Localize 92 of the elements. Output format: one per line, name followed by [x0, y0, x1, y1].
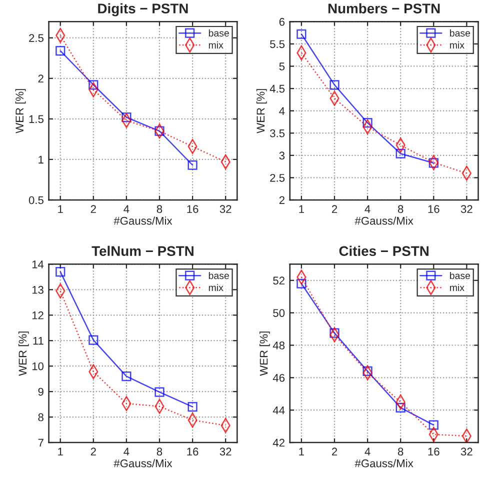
legend-label: mix — [208, 41, 224, 48]
x-axis-title: #Gauss/Mix — [114, 216, 172, 225]
y-tick-label: 9 — [38, 388, 44, 396]
y-tick-label: 3 — [279, 152, 285, 160]
x-tick-label: 16 — [428, 205, 440, 214]
legend-label: base — [208, 29, 229, 37]
x-tick-label: 4 — [124, 448, 130, 456]
x-tick-label: 16 — [187, 448, 198, 456]
y-axis-title: WER [%] — [18, 332, 29, 376]
legend-label: mix — [208, 284, 224, 291]
point — [122, 371, 132, 382]
legend-label: mix — [450, 41, 464, 48]
y-tick-label: 12 — [32, 311, 44, 320]
x-tick-label: 16 — [187, 205, 198, 214]
y-axis-title: WER [%] — [256, 89, 267, 134]
x-tick-label: 8 — [156, 205, 162, 214]
point — [154, 126, 164, 136]
chart-title: Cities − PSTN — [339, 246, 428, 256]
y-tick-label: 4.5 — [270, 84, 285, 93]
point — [330, 328, 340, 338]
y-tick-label: 5 — [279, 62, 285, 70]
y-tick-label: 2 — [38, 74, 44, 82]
point — [428, 420, 438, 430]
point — [330, 80, 340, 90]
y-axis-title: WER [%] — [15, 89, 26, 134]
y-tick-label: 0.5 — [28, 196, 44, 204]
y-tick-label: 44 — [272, 406, 285, 414]
y-tick-label: 3.5 — [270, 129, 285, 138]
x-axis-title: #Gauss/Mix — [354, 216, 414, 225]
y-tick-label: 2.5 — [29, 34, 44, 42]
chart-title: Numbers − PSTN — [328, 3, 440, 14]
x-tick-label: 8 — [156, 448, 162, 456]
y-tick-label: 6 — [279, 18, 285, 26]
x-tick-label: 32 — [460, 205, 472, 214]
point — [154, 387, 164, 397]
x-tick-label: 1 — [299, 205, 304, 213]
y-tick-label: 11 — [33, 336, 44, 345]
legend-label: base — [450, 29, 470, 37]
point — [296, 29, 306, 39]
legend-label: base — [450, 272, 470, 280]
x-tick-label: 8 — [398, 205, 404, 214]
x-tick-label: 32 — [460, 448, 472, 456]
y-tick-label: 13 — [32, 286, 44, 294]
y-tick-label: 48 — [272, 342, 285, 350]
x-tick-label: 2 — [90, 448, 96, 456]
x-tick-label: 4 — [364, 205, 370, 213]
point — [56, 46, 66, 56]
y-tick-label: 42 — [272, 438, 284, 447]
point — [188, 160, 198, 170]
y-tick-label: 8 — [38, 413, 44, 422]
x-tick-label: 8 — [398, 448, 404, 456]
x-tick-label: 4 — [124, 205, 130, 213]
x-tick-label: 2 — [332, 205, 338, 213]
point — [396, 148, 406, 158]
y-tick-label: 50 — [273, 309, 285, 317]
x-tick-label: 2 — [90, 205, 96, 213]
point — [362, 366, 372, 376]
x-tick-label: 32 — [220, 205, 232, 214]
y-tick-label: 2.5 — [270, 174, 285, 182]
chart-title: Digits − PSTN — [98, 3, 188, 16]
point — [296, 278, 306, 288]
y-tick-label: 2 — [279, 196, 284, 204]
x-axis-title: #Gauss/Mix — [114, 459, 172, 468]
y-tick-label: 4 — [279, 107, 285, 115]
y-tick-label: 10 — [32, 362, 44, 370]
y-tick-label: 7 — [38, 438, 44, 447]
point — [362, 118, 372, 128]
x-axis-title: #Gauss/Mix — [354, 459, 414, 468]
legend-label: base — [208, 272, 229, 280]
y-tick-label: 5.5 — [270, 40, 285, 48]
y-tick-label: 46 — [272, 374, 285, 382]
point — [122, 112, 132, 122]
x-tick-label: 4 — [364, 448, 370, 456]
x-tick-label: 16 — [428, 448, 440, 456]
y-tick-label: 1.5 — [29, 115, 44, 124]
x-tick-label: 1 — [58, 448, 63, 456]
y-tick-label: 14 — [32, 260, 44, 268]
y-axis-title: WER [%] — [260, 332, 270, 376]
x-tick-label: 32 — [220, 448, 232, 456]
y-tick-label: 52 — [273, 276, 284, 285]
point — [396, 402, 406, 412]
chart-title: TelNum − PSTN — [92, 246, 194, 256]
x-tick-label: 1 — [299, 448, 304, 456]
point — [56, 267, 66, 277]
y-tick-label: 1 — [38, 156, 44, 164]
point — [428, 158, 438, 168]
point — [88, 335, 98, 345]
x-tick-label: 2 — [332, 448, 338, 456]
point — [188, 402, 198, 412]
x-tick-label: 1 — [58, 205, 63, 213]
legend-label: mix — [450, 284, 464, 291]
point — [88, 80, 98, 90]
